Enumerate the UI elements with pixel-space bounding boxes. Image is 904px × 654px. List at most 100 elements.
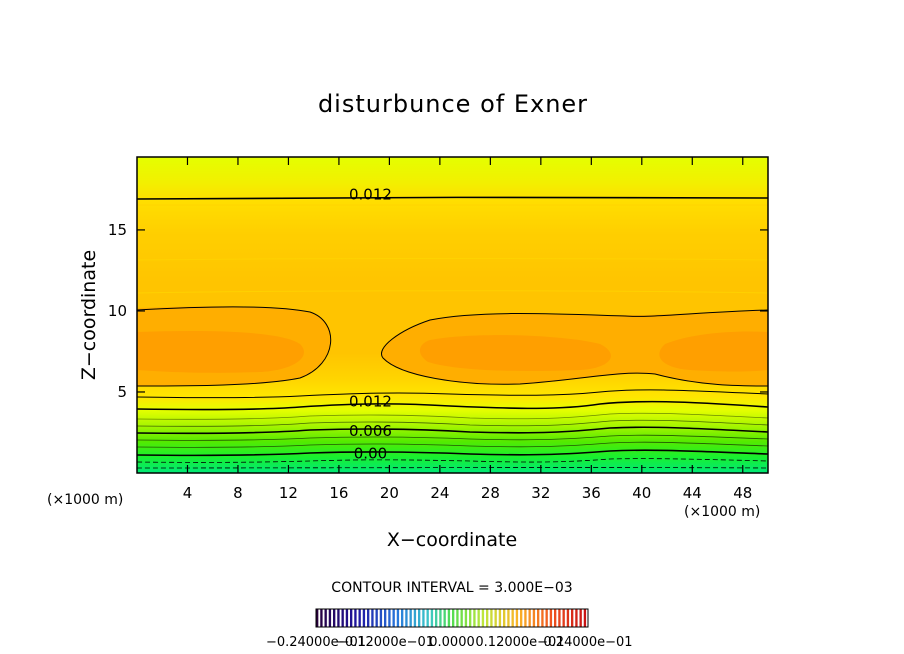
colorbar-swatch xyxy=(460,609,463,627)
colorbar-swatch xyxy=(358,609,361,627)
colorbar-swatch xyxy=(579,609,582,627)
colorbar-swatch xyxy=(571,609,574,627)
colorbar-label: −0.12000e−01 xyxy=(334,635,434,650)
orange-core-right xyxy=(659,331,768,372)
colorbar-swatch xyxy=(528,609,531,627)
colorbar-label: 0.24000e−01 xyxy=(543,635,632,650)
colorbar-swatch xyxy=(515,609,519,627)
contour-labels: 0.012 0.012 0.006 0.00 xyxy=(349,185,392,463)
contour-0-015 xyxy=(137,306,768,387)
colorbar xyxy=(316,609,587,627)
colorbar-swatch xyxy=(486,609,489,627)
colorbar-swatch xyxy=(554,609,557,627)
x-tick-label: 40 xyxy=(632,484,651,502)
x-tick-label: 24 xyxy=(430,484,449,502)
colorbar-swatch xyxy=(392,609,395,627)
colorbar-swatch xyxy=(575,609,578,627)
colorbar-swatch xyxy=(520,609,523,627)
colorbar-label: 0.0000 xyxy=(429,635,475,650)
colorbar-swatch xyxy=(541,609,544,627)
colorbar-swatch xyxy=(401,609,404,627)
colorbar-swatch xyxy=(341,609,344,627)
contour-label: 0.00 xyxy=(354,445,387,463)
contour-label: 0.006 xyxy=(349,422,392,440)
colorbar-swatch xyxy=(426,609,429,627)
plot-frame xyxy=(136,156,769,474)
colorbar-swatch xyxy=(473,609,476,627)
x-tick-label: 8 xyxy=(233,484,243,502)
contour-label: 0.012 xyxy=(349,393,392,411)
colorbar-swatch xyxy=(371,609,374,627)
colorbar-swatch xyxy=(409,609,412,627)
colorbar-swatch xyxy=(375,609,378,627)
colorbar-swatch xyxy=(498,609,502,627)
orange-core-mid xyxy=(419,335,611,372)
x-tick-label: 28 xyxy=(481,484,500,502)
x-unit-left: (×1000 m) xyxy=(47,492,123,508)
colorbar-swatch xyxy=(511,609,514,627)
colorbar-swatch xyxy=(328,609,332,627)
orange-core-left xyxy=(137,331,304,373)
colorbar-swatch xyxy=(503,609,506,627)
colorbar-swatch xyxy=(367,609,370,627)
colorbar-swatch xyxy=(447,609,451,627)
x-tick-label: 20 xyxy=(380,484,399,502)
colorbar-swatch xyxy=(443,609,446,627)
colorbar-swatch xyxy=(345,609,349,627)
colorbar-swatch xyxy=(456,609,459,627)
y-tick-label: 15 xyxy=(108,221,127,239)
colorbar-swatch xyxy=(430,609,434,627)
x-tick-label: 44 xyxy=(683,484,702,502)
colorbar-swatch xyxy=(507,609,510,627)
colorbar-swatch xyxy=(320,609,323,627)
colorbar-swatch xyxy=(566,609,570,627)
contour-label: 0.012 xyxy=(349,185,392,203)
colorbar-swatch xyxy=(435,609,438,627)
colorbar-swatch xyxy=(490,609,493,627)
x-tick-label: 16 xyxy=(329,484,348,502)
colorbar-swatch xyxy=(537,609,540,627)
colorbar-swatch xyxy=(532,609,536,627)
x-tick-label: 4 xyxy=(183,484,193,502)
colorbar-swatch xyxy=(583,609,587,627)
x-tick-label: 48 xyxy=(733,484,752,502)
colorbar-swatch xyxy=(439,609,442,627)
x-tick-label: 12 xyxy=(279,484,298,502)
colorbar-swatch xyxy=(405,609,408,627)
colorbar-swatch xyxy=(379,609,383,627)
colorbar-swatch xyxy=(384,609,387,627)
x-tick-label: 36 xyxy=(582,484,601,502)
colorbar-swatch xyxy=(558,609,561,627)
colorbar-swatch xyxy=(388,609,391,627)
chart-title: disturbunce of Exner xyxy=(318,90,588,118)
colorbar-swatch xyxy=(549,609,553,627)
colorbar-swatch xyxy=(562,609,565,627)
colorbar-swatch xyxy=(418,609,421,627)
x-tick-label: 32 xyxy=(531,484,550,502)
faint-contours xyxy=(137,204,768,294)
colorbar-swatch xyxy=(545,609,548,627)
colorbar-swatch xyxy=(481,609,485,627)
x-axis-label: X−coordinate xyxy=(387,529,517,551)
colorbar-swatch xyxy=(422,609,425,627)
y-axis-ticks: 5 10 15 xyxy=(108,221,768,401)
y-tick-label: 10 xyxy=(108,302,127,320)
y-tick-label: 5 xyxy=(117,383,127,401)
contour-0-012-upper xyxy=(137,196,768,200)
y-axis-label: Z−coordinate xyxy=(78,250,100,380)
colorbar-swatch xyxy=(337,609,340,627)
colorbar-swatch xyxy=(350,609,353,627)
contour-lines-lower xyxy=(137,389,768,469)
colorbar-swatch xyxy=(354,609,357,627)
contour-field xyxy=(137,157,768,473)
colorbar-swatch xyxy=(452,609,455,627)
x-axis-ticks: 4 8 12 16 20 24 28 32 36 40 44 48 xyxy=(183,157,752,502)
colorbar-labels: −0.24000e−01−0.12000e−010.0000 0.12000e−0… xyxy=(266,635,633,650)
x-unit-right: (×1000 m) xyxy=(684,504,760,520)
colorbar-swatch xyxy=(396,609,400,627)
colorbar-swatch xyxy=(413,609,417,627)
colorbar-swatch xyxy=(362,609,366,627)
colorbar-swatch xyxy=(464,609,468,627)
colorbar-swatch xyxy=(324,609,327,627)
